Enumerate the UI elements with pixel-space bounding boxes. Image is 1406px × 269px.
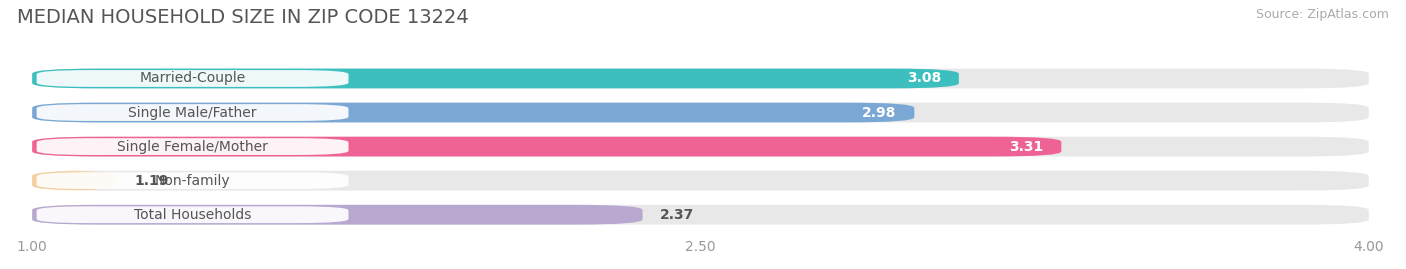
Text: Single Male/Father: Single Male/Father [128, 105, 257, 119]
Text: Source: ZipAtlas.com: Source: ZipAtlas.com [1256, 8, 1389, 21]
Text: 3.31: 3.31 [1010, 140, 1043, 154]
Text: Total Households: Total Households [134, 208, 252, 222]
Text: Married-Couple: Married-Couple [139, 72, 246, 86]
FancyBboxPatch shape [32, 205, 1368, 225]
FancyBboxPatch shape [37, 138, 349, 155]
Text: 2.98: 2.98 [862, 105, 897, 119]
FancyBboxPatch shape [37, 104, 349, 121]
FancyBboxPatch shape [32, 69, 959, 88]
FancyBboxPatch shape [32, 205, 643, 225]
FancyBboxPatch shape [37, 70, 349, 87]
FancyBboxPatch shape [32, 171, 1368, 190]
FancyBboxPatch shape [37, 172, 349, 189]
FancyBboxPatch shape [32, 103, 914, 122]
Text: Single Female/Mother: Single Female/Mother [117, 140, 269, 154]
FancyBboxPatch shape [32, 103, 1368, 122]
Text: 3.08: 3.08 [907, 72, 941, 86]
FancyBboxPatch shape [37, 206, 349, 223]
FancyBboxPatch shape [32, 137, 1368, 157]
FancyBboxPatch shape [32, 69, 1368, 88]
Text: MEDIAN HOUSEHOLD SIZE IN ZIP CODE 13224: MEDIAN HOUSEHOLD SIZE IN ZIP CODE 13224 [17, 8, 468, 27]
Text: 2.37: 2.37 [661, 208, 695, 222]
FancyBboxPatch shape [32, 171, 117, 190]
Text: 1.19: 1.19 [135, 174, 169, 188]
FancyBboxPatch shape [32, 137, 1062, 157]
Text: Non-family: Non-family [155, 174, 231, 188]
